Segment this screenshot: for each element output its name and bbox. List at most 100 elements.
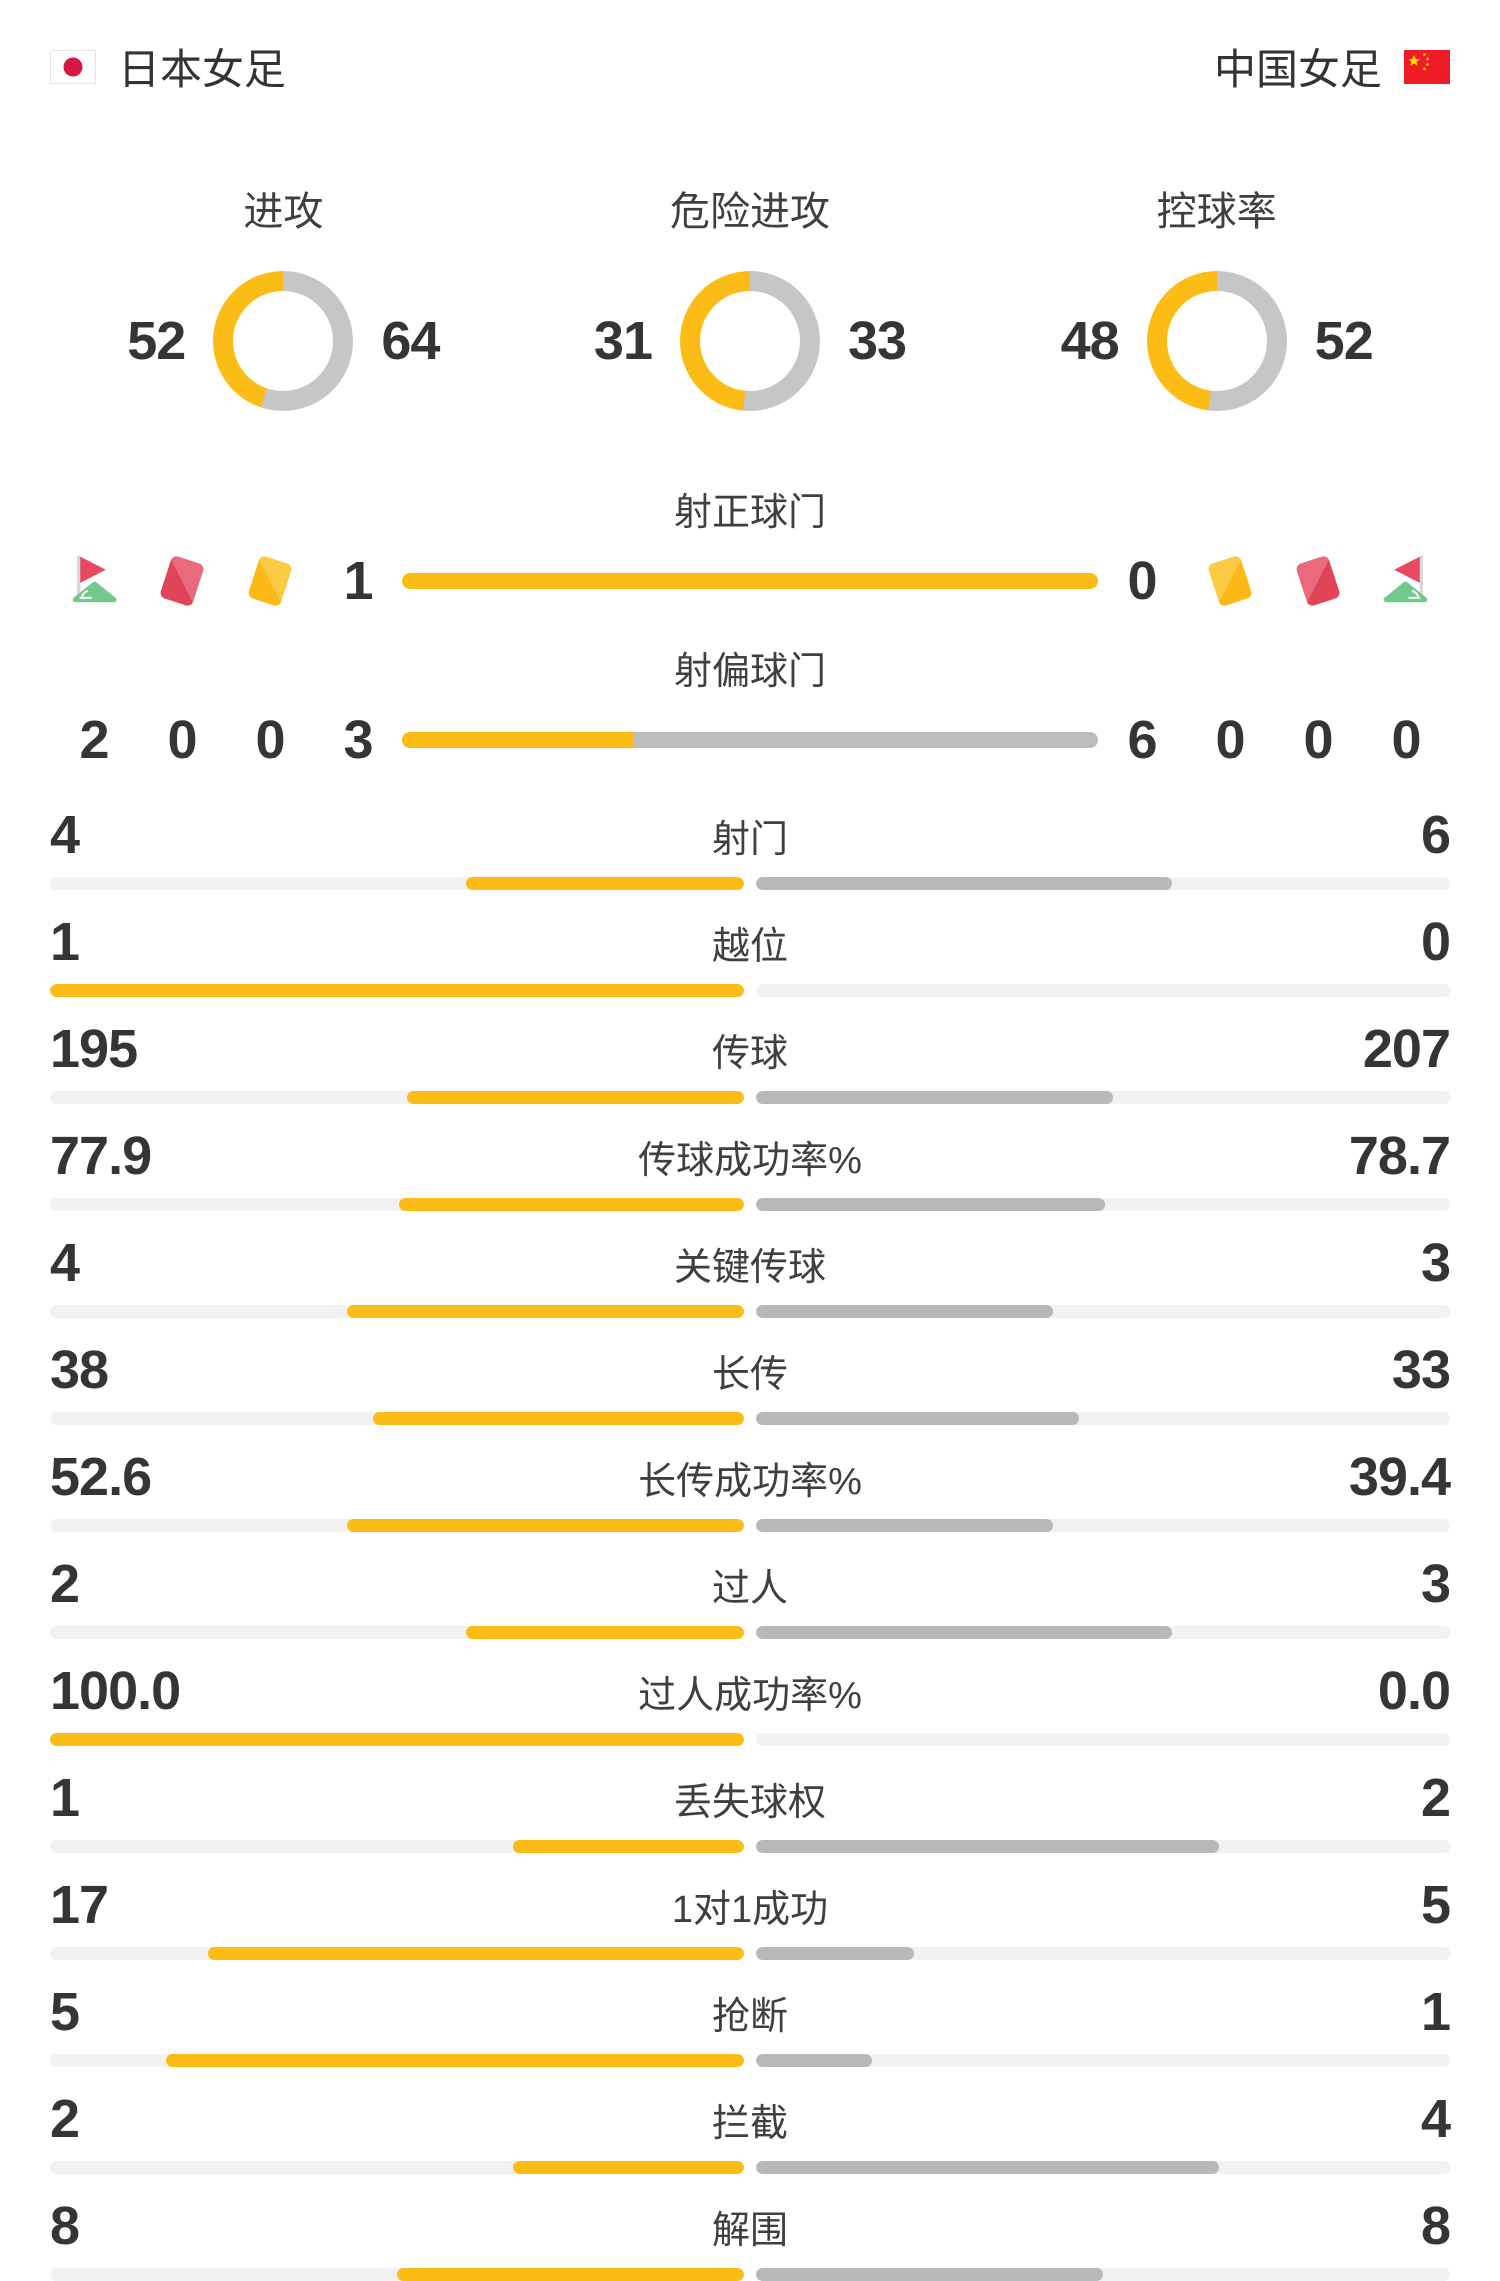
stat-label: 丢失球权 xyxy=(673,1781,827,1824)
stat-home-value: 2 xyxy=(50,2089,80,2149)
away-bar-track xyxy=(756,1733,1450,1746)
stat-home-value: 8 xyxy=(50,2196,80,2256)
home-bar-fill xyxy=(512,2161,744,2174)
stat-away-value: 1 xyxy=(1420,1982,1451,2042)
donut-hole xyxy=(699,291,800,391)
away-bar-track xyxy=(756,877,1450,890)
shots-off-target-row: 2 0 0 3 6 0 0 0 xyxy=(50,707,1450,773)
home-bar-fill xyxy=(50,1733,744,1746)
donut-title: 危险进攻 xyxy=(669,190,830,234)
donut-home-value: 48 xyxy=(1060,311,1120,371)
stat-away-value: 207 xyxy=(1362,1019,1451,1079)
stat-home-value: 195 xyxy=(50,1019,138,1079)
away-bar-track xyxy=(756,1305,1450,1318)
donut-away-value: 52 xyxy=(1314,311,1374,371)
home-bar-fill xyxy=(466,1626,744,1639)
stat-row-head: 5 抢断 1 xyxy=(50,1982,1451,2042)
stat-away-value: 39.4 xyxy=(1348,1447,1451,1507)
home-red-cards-value: 0 xyxy=(167,710,197,770)
stat-row: 2 拦截 4 xyxy=(50,2089,1451,2174)
donut-home-value: 31 xyxy=(593,311,653,371)
home-yellow-card-cell xyxy=(226,548,314,614)
stat-bars xyxy=(50,984,1450,997)
away-bar-track xyxy=(756,1947,1450,1960)
home-bar-track xyxy=(50,2268,744,2281)
home-bar-track xyxy=(50,1519,744,1532)
home-bar-fill xyxy=(372,1412,744,1425)
donut-away-value: 33 xyxy=(847,311,907,371)
corner-flag-icon xyxy=(72,555,117,603)
shots-on-target-bar-home-fill xyxy=(402,573,1098,589)
stat-row: 77.9 传球成功率% 78.7 xyxy=(50,1126,1451,1211)
stat-bars xyxy=(50,2161,1450,2174)
yellow-card-icon xyxy=(247,554,293,608)
stat-label: 过人成功率% xyxy=(638,1674,862,1717)
stat-home-value: 38 xyxy=(50,1340,109,1400)
away-team-name: 中国女足 xyxy=(1213,46,1382,93)
stat-home-value: 4 xyxy=(50,1233,80,1293)
away-red-cards-value: 0 xyxy=(1303,710,1333,770)
donut-hole xyxy=(1166,291,1267,391)
stat-home-value: 77.9 xyxy=(50,1126,152,1186)
stat-home-value: 17 xyxy=(50,1875,109,1935)
home-team-name: 日本女足 xyxy=(118,46,287,93)
home-bar-fill xyxy=(165,2054,744,2067)
away-corner-flag-cell xyxy=(1362,548,1450,614)
stat-row: 38 长传 33 xyxy=(50,1340,1451,1425)
yellow-card-icon xyxy=(1207,554,1253,608)
japan-flag-icon xyxy=(50,49,96,84)
stat-row-head: 2 过人 3 xyxy=(50,1554,1451,1614)
home-bar-track xyxy=(50,984,744,997)
stat-row: 52.6 长传成功率% 39.4 xyxy=(50,1447,1451,1532)
away-yellow-cards-value: 0 xyxy=(1215,710,1245,770)
home-bar-track xyxy=(50,1091,744,1104)
stat-bars xyxy=(50,2054,1450,2067)
stat-row: 4 射门 6 xyxy=(50,805,1451,890)
stat-label: 解围 xyxy=(711,2209,789,2252)
stat-label: 传球成功率% xyxy=(638,1139,862,1182)
stat-away-value: 6 xyxy=(1420,805,1451,865)
home-bar-track xyxy=(50,1198,744,1211)
stat-row: 195 传球 207 xyxy=(50,1019,1451,1104)
home-yellow-cards-value: 0 xyxy=(255,710,285,770)
stat-row: 5 抢断 1 xyxy=(50,1982,1451,2067)
stat-row-head: 100.0 过人成功率% 0.0 xyxy=(50,1661,1451,1721)
away-bar-fill xyxy=(756,2054,872,2067)
donut-row: 48 52 xyxy=(1060,271,1374,411)
home-bar-fill xyxy=(397,2268,744,2281)
donut-chart: 控球率 48 52 xyxy=(983,179,1450,411)
stat-row-head: 8 解围 8 xyxy=(50,2196,1451,2256)
shots-on-target-home-value: 1 xyxy=(343,551,373,611)
stat-row-head: 17 1对1成功 5 xyxy=(50,1875,1451,1935)
away-corners-value: 0 xyxy=(1391,710,1421,770)
stat-row: 1 丢失球权 2 xyxy=(50,1768,1451,1853)
stat-row-head: 1 越位 0 xyxy=(50,912,1451,972)
stat-bars xyxy=(50,1947,1450,1960)
home-bar-track xyxy=(50,2161,744,2174)
stats-list: 4 射门 6 1 越位 0 195 传球 207 xyxy=(50,805,1451,2281)
away-bar-fill xyxy=(756,1626,1173,1639)
stat-label: 关键传球 xyxy=(673,1246,827,1289)
home-bar-track xyxy=(50,1840,744,1853)
away-bar-fill xyxy=(756,1519,1054,1532)
stat-row-head: 38 长传 33 xyxy=(50,1340,1451,1400)
donut-away-value: 64 xyxy=(381,311,440,371)
stat-away-value: 33 xyxy=(1391,1340,1451,1400)
home-bar-fill xyxy=(207,1947,744,1960)
donut-chart: 进攻 52 64 xyxy=(50,179,517,411)
stat-row-head: 52.6 长传成功率% 39.4 xyxy=(50,1447,1451,1507)
stat-label: 拦截 xyxy=(711,2102,789,2145)
stat-label: 长传成功率% xyxy=(638,1460,862,1503)
stat-label: 过人 xyxy=(711,1567,789,1610)
stat-away-value: 4 xyxy=(1420,2089,1451,2149)
stat-row: 4 关键传球 3 xyxy=(50,1233,1451,1318)
stat-row-head: 2 拦截 4 xyxy=(50,2089,1451,2149)
home-bar-track xyxy=(50,2054,744,2067)
home-corner-flag-cell xyxy=(50,548,138,614)
away-bar-track xyxy=(756,984,1450,997)
stat-label: 抢断 xyxy=(711,1995,789,2038)
donut-ring xyxy=(213,271,354,411)
stat-bars xyxy=(50,1198,1450,1211)
away-red-card-cell xyxy=(1274,548,1362,614)
